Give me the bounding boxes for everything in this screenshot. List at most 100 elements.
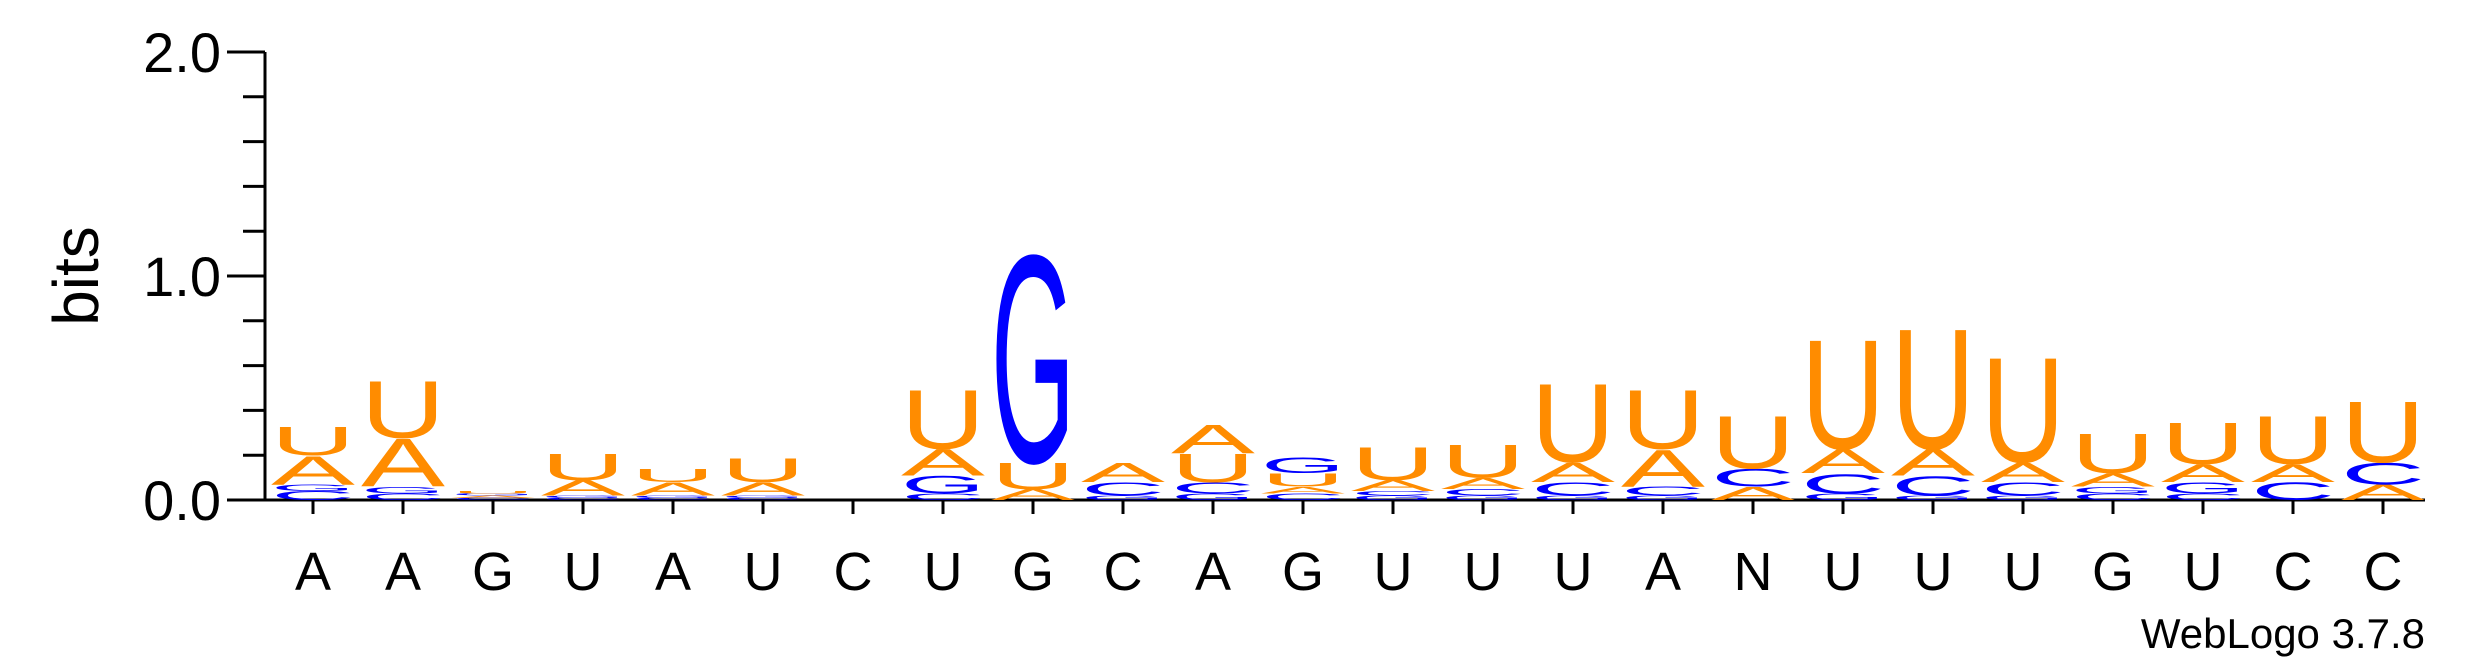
x-tick-label: U [1374, 542, 1413, 602]
logo-letter-glyph: A [721, 479, 805, 500]
logo-letter-glyph: A [1081, 456, 1165, 488]
logo-letter-U: U [1531, 360, 1615, 486]
logo-letter-C: C [361, 492, 445, 502]
logo-letter-A: A [2161, 460, 2246, 488]
logo-letter-glyph: U [991, 455, 1075, 497]
logo-letter-U: U [2161, 411, 2245, 477]
logo-letter-A: A [361, 425, 446, 502]
logo-letter-A: A [901, 442, 986, 484]
logo-letter-glyph: A [1531, 456, 1615, 488]
y-axis-label: bits [40, 226, 112, 326]
logo-letter-G: G [1531, 494, 1615, 501]
x-tick-label: C [2274, 542, 2313, 602]
logo-letter-glyph: G [1621, 494, 1705, 501]
y-tick-label: 1.0 [143, 245, 221, 308]
x-tick-label: U [2004, 542, 2043, 602]
y-tick-label: 2.0 [143, 21, 221, 84]
x-tick-label: A [1645, 542, 1681, 602]
logo-letter-U: U [1711, 401, 1795, 485]
logo-letter-glyph: G [1351, 494, 1435, 501]
x-tick-label: N [1734, 542, 1773, 602]
logo-letter-C: C [1711, 464, 1795, 492]
logo-letter-glyph: U [1351, 437, 1435, 490]
logo-letter-U: U [1891, 293, 1975, 485]
logo-letter-glyph: A [1351, 477, 1435, 494]
logo-letter-U: U [1981, 328, 2065, 495]
logo-letter-glyph: G [1081, 494, 1165, 501]
logo-letter-glyph: U [721, 451, 805, 490]
logo-letter-glyph: G [1801, 492, 1885, 502]
logo-letter-G: G [1081, 494, 1165, 501]
logo-letter-C: C [1981, 479, 2065, 500]
logo-letter-glyph: U [1801, 307, 1885, 482]
logo-letter-A: A [1531, 456, 1615, 488]
x-tick-label: A [655, 542, 691, 602]
y-ticks: 0.0 1.0 2.0 [143, 21, 265, 532]
logo-letter-glyph: U [2161, 411, 2245, 477]
logo-letter-G: G [1351, 494, 1435, 501]
logo-letter-C: C [1171, 479, 1255, 496]
logo-letter-G: G [2161, 479, 2245, 496]
logo-letter-C: C [1441, 487, 1525, 497]
logo-letter-C: C [1801, 468, 1885, 500]
logo-letter-U: U [721, 451, 805, 490]
logo-letter-C: C [2161, 492, 2245, 502]
logo-letter-A: A [1081, 456, 1165, 488]
logo-letter-glyph: G [1171, 492, 1255, 502]
logo-letter-glyph: U [2071, 423, 2155, 485]
logo-letter-glyph: A [1981, 456, 2065, 488]
logo-letter-glyph: U [1891, 293, 1975, 485]
logo-letter-C: C [1891, 470, 1975, 502]
logo-letter-A: A [1441, 475, 1525, 492]
logo-letter-glyph: A [1621, 439, 1706, 498]
logo-letter-A: A [2251, 460, 2336, 488]
logo-letter-C: C [1621, 484, 1705, 498]
logo-letter-G: G [271, 483, 355, 493]
logo-letter-glyph: U [361, 364, 445, 455]
logo-letter-C: C [1081, 479, 1165, 500]
logo-letter-G: G [1621, 494, 1705, 501]
logo-letter-glyph: A [1261, 485, 1346, 495]
x-tick-label: U [2184, 542, 2223, 602]
logo-letter-glyph: C [1531, 479, 1615, 500]
logo-letter-glyph: G [901, 471, 985, 499]
logo-letter-glyph: A [1801, 442, 1885, 481]
logo-letter-G: G [1981, 494, 2065, 501]
x-tick-label: U [1824, 542, 1863, 602]
x-tick-label: G [2092, 542, 2134, 602]
logo-letter-glyph: C [2341, 456, 2425, 491]
logo-letter-G: G [451, 493, 535, 496]
logo-letter-glyph: G [1981, 494, 2065, 501]
logo-letter-A: A [1981, 456, 2065, 488]
logo-letter-glyph: A [271, 448, 355, 493]
logo-letter-glyph: G [2071, 485, 2155, 495]
logo-letter-U: U [991, 455, 1075, 497]
logo-letter-U: U [2341, 383, 2425, 481]
logo-letter-U: U [1261, 470, 1345, 491]
logo-letter-U: U [1621, 372, 1705, 467]
logo-letter-glyph: C [901, 492, 985, 502]
x-tick-label: C [834, 542, 873, 602]
logo-letter-glyph: U [271, 419, 355, 464]
logo-letter-G: G [721, 495, 805, 498]
logo-letter-glyph: U [631, 465, 715, 486]
logo-letter-U: U [361, 364, 445, 455]
logo-letter-A: A [271, 448, 355, 493]
logo-letter-glyph: G [991, 193, 1075, 525]
x-tick-label: G [1282, 542, 1324, 602]
logo-letter-G: G [1801, 492, 1885, 502]
logo-letter-A: A [2071, 470, 2155, 491]
logo-letter-glyph: U [1171, 446, 1255, 491]
logo-letter-glyph: U [901, 372, 985, 467]
logo-letter-A: A [1351, 477, 1435, 494]
logo-letter-glyph: A [631, 479, 715, 500]
logo-letter-C: C [631, 497, 715, 500]
logo-letter-U: U [541, 447, 625, 489]
logo-letter-glyph: G [271, 483, 355, 493]
logo-letter-U: U [1351, 437, 1435, 490]
logo-letter-glyph: U [2341, 383, 2425, 481]
logo-letter-glyph: U [1981, 328, 2065, 495]
